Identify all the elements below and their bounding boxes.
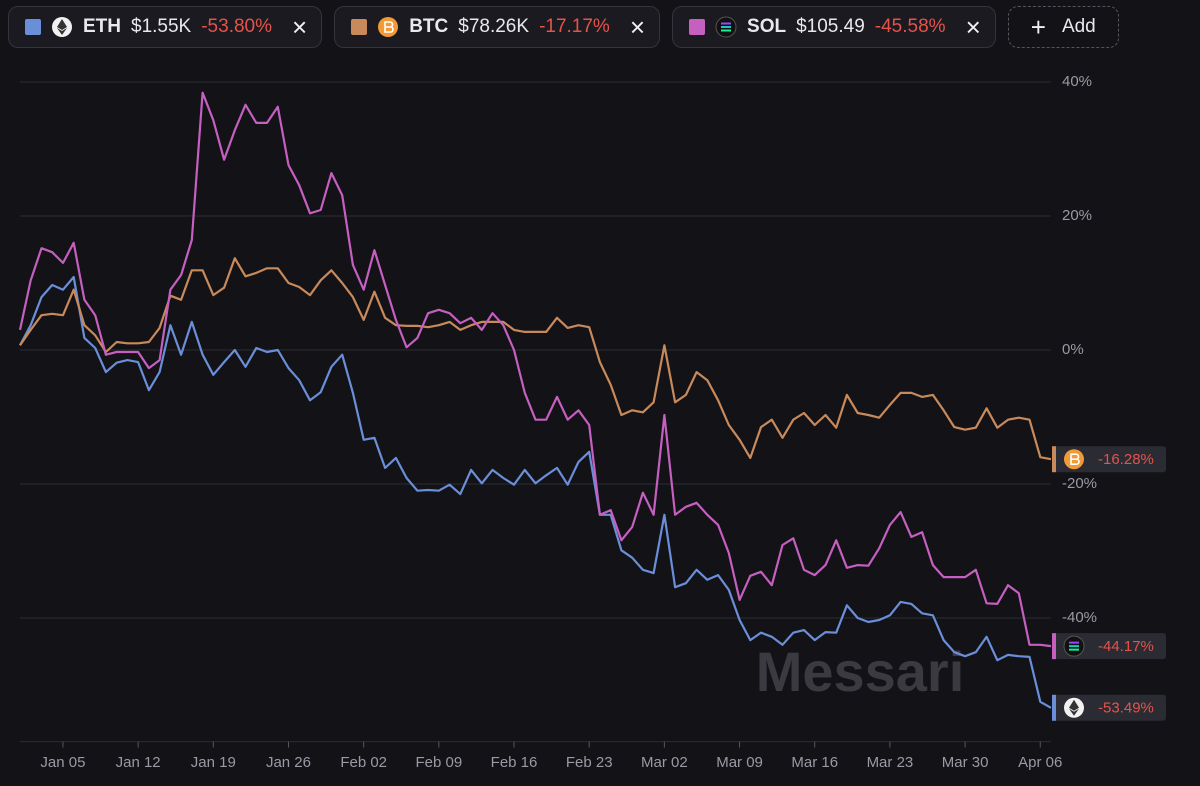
coin-icon	[378, 17, 399, 37]
coin-glyph	[1069, 648, 1079, 651]
coin-glyph	[1069, 699, 1079, 716]
end-label: -53.49%	[1098, 700, 1154, 717]
end-label-icon	[1063, 635, 1085, 657]
end-label-icon	[1064, 697, 1084, 718]
close-button[interactable]: ×	[965, 12, 981, 42]
y-tick-label: 40%	[1062, 73, 1092, 90]
y-tick-label: -20%	[1062, 475, 1097, 492]
x-tick-label: Mar 02	[641, 754, 688, 771]
coin-glyph	[1069, 641, 1079, 644]
x-tick-label: Feb 09	[415, 754, 462, 771]
add-button[interactable]: + Add	[1007, 6, 1119, 48]
x-tick-label: Mar 16	[791, 754, 838, 771]
legend-swatch	[351, 19, 368, 35]
x-tick-label: Mar 09	[716, 754, 763, 771]
end-label: -44.17%	[1098, 638, 1154, 655]
price: $78.26K	[458, 16, 530, 37]
series-line	[18, 91, 1052, 648]
change: -45.58%	[874, 16, 946, 37]
series-line	[19, 257, 1052, 461]
legend-name: SOL	[747, 16, 787, 37]
close-button[interactable]: ×	[292, 12, 308, 42]
coin-glyph	[57, 19, 67, 35]
watermark: Messari	[756, 640, 965, 703]
end-label-tab	[1052, 633, 1056, 660]
coin-glyph	[1069, 645, 1079, 648]
coin-glyph	[721, 29, 732, 32]
legend-name: ETH	[83, 16, 121, 37]
coin-icon	[1064, 697, 1084, 718]
coin-glyph	[1070, 453, 1080, 466]
add-label: Add	[1061, 16, 1096, 37]
x-tick-label: Apr 06	[1018, 754, 1062, 771]
x-tick-label: Feb 23	[566, 754, 613, 771]
x-tick-label: Jan 12	[116, 754, 161, 771]
end-label-tab	[1052, 446, 1056, 473]
coin-icon	[52, 17, 72, 37]
price: $105.49	[796, 16, 865, 37]
end-label-tab	[1052, 694, 1056, 721]
legend-swatch	[689, 19, 706, 35]
x-tick-label: Jan 19	[191, 754, 236, 771]
end-label: -16.28%	[1098, 451, 1154, 468]
x-tick-label: Jan 05	[40, 754, 85, 771]
x-tick-label: Mar 23	[867, 754, 914, 771]
coin-glyph	[721, 26, 732, 28]
x-tick-label: Feb 02	[340, 754, 387, 771]
legend-name: BTC	[409, 16, 449, 37]
end-label-icon	[1064, 449, 1084, 470]
y-tick-label: 20%	[1062, 207, 1092, 224]
y-tick-label: -40%	[1062, 609, 1097, 626]
add-icon: +	[1030, 12, 1046, 42]
price: $1.55K	[131, 16, 192, 37]
asset-chip: ETH $1.55K -53.80% ×	[8, 6, 323, 48]
asset-chips: ETH $1.55K -53.80% × BTC $78.26K -17.17% × SOL $1…	[8, 6, 1119, 48]
x-tick-label: Jan 26	[266, 754, 311, 771]
legend-swatch	[25, 19, 41, 35]
coin-glyph	[384, 21, 394, 33]
close-button[interactable]: ×	[629, 12, 646, 42]
change: -17.17%	[539, 16, 610, 37]
coin-icon	[1063, 635, 1085, 657]
x-tick-label: Feb 16	[491, 754, 538, 771]
x-tick-label: Mar 30	[942, 754, 989, 771]
y-tick-label: 0%	[1062, 341, 1084, 358]
coin-icon	[715, 16, 737, 38]
series-line	[19, 275, 1052, 709]
coin-icon	[1064, 449, 1084, 470]
asset-chip: SOL $105.49 -45.58% ×	[672, 6, 996, 48]
coin-glyph	[721, 22, 732, 25]
asset-chip: BTC $78.26K -17.17% ×	[334, 6, 661, 48]
change: -53.80%	[201, 16, 273, 37]
